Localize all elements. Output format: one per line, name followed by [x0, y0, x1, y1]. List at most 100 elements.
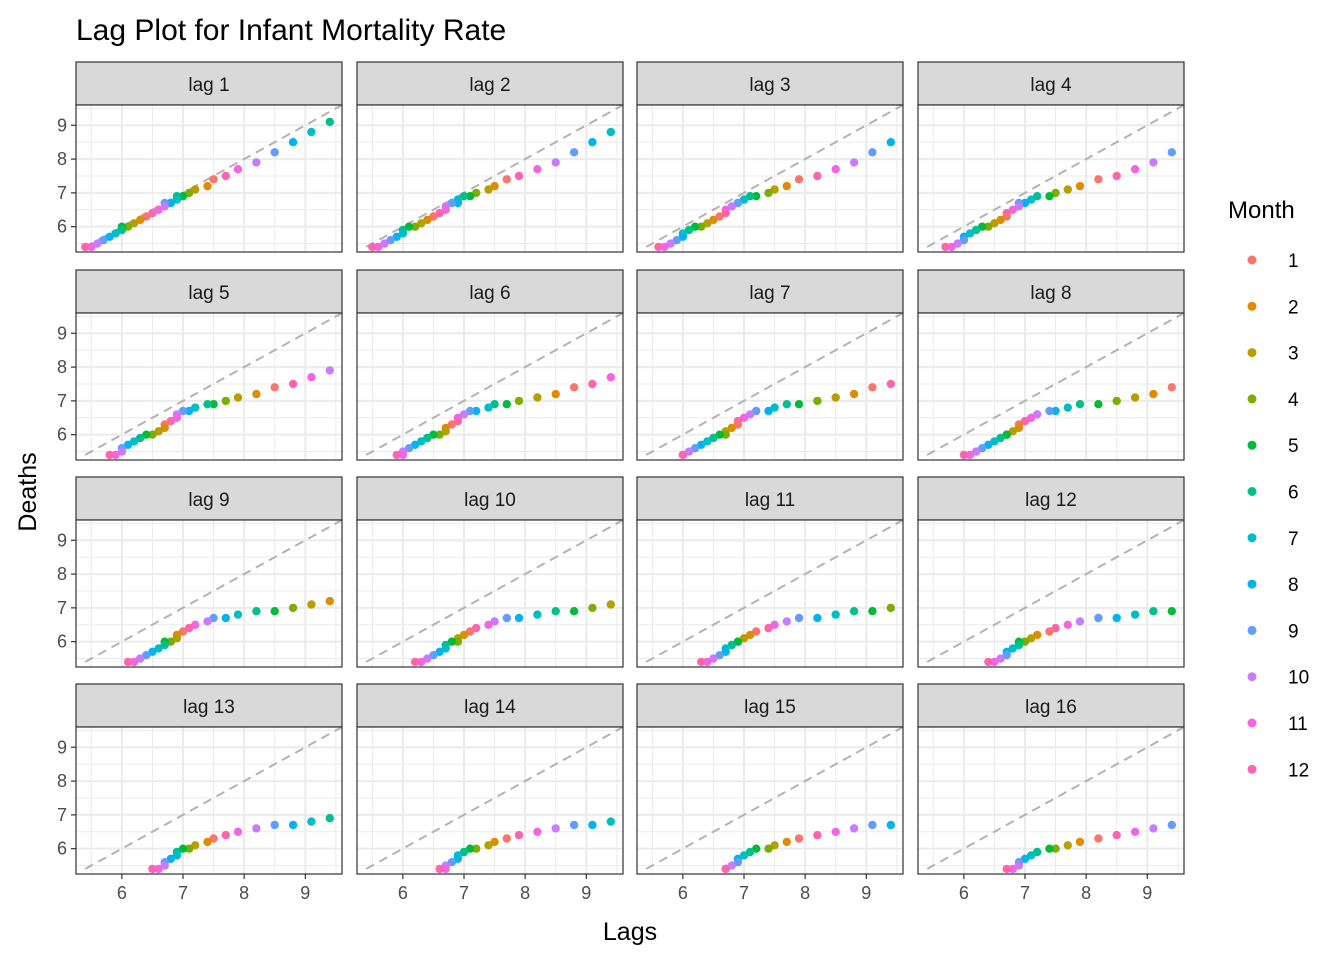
reference-line: [926, 726, 1185, 870]
data-point: [1033, 630, 1042, 640]
data-point: [697, 222, 706, 231]
data-point: [111, 229, 120, 238]
legend-key: [1247, 533, 1257, 543]
data-point: [745, 192, 755, 201]
data-point: [709, 215, 718, 225]
legend-label: 3: [1288, 344, 1299, 365]
data-point: [721, 430, 730, 439]
data-point: [996, 215, 1005, 225]
facet-strip: [75, 476, 343, 521]
data-point: [514, 396, 524, 406]
y-axis-title: Deaths: [14, 452, 42, 531]
x-tick-label: 9: [861, 883, 871, 903]
facet-strip-label: lag 9: [188, 490, 229, 511]
data-point: [472, 844, 481, 853]
data-point: [721, 208, 730, 218]
data-point: [184, 406, 194, 416]
data-point: [551, 607, 560, 616]
panel-border: [917, 312, 1185, 461]
facet-panel: lag 8: [917, 269, 1185, 461]
y-tick-label: 8: [57, 357, 67, 377]
data-point: [417, 657, 426, 667]
data-point: [533, 393, 542, 402]
data-point: [1167, 148, 1177, 157]
data-point: [209, 613, 218, 623]
data-point: [886, 603, 895, 613]
data-point: [435, 208, 444, 218]
data-point: [849, 389, 859, 399]
legend-key: [1247, 718, 1257, 728]
facet-strip-label: lag 16: [1025, 697, 1077, 718]
panel-border: [356, 312, 624, 461]
data-point: [233, 165, 243, 174]
data-point: [868, 820, 877, 830]
data-point: [1112, 830, 1121, 840]
facet-strip: [636, 683, 904, 728]
legend-label: 4: [1288, 390, 1299, 411]
legend-key: [1247, 301, 1257, 311]
data-point: [745, 410, 755, 419]
data-point: [794, 175, 804, 184]
data-point: [569, 148, 579, 157]
data-point: [752, 406, 761, 416]
data-point: [588, 138, 597, 147]
data-point: [209, 834, 218, 843]
data-point: [984, 657, 993, 667]
data-point: [129, 657, 139, 667]
x-tick-label: 9: [581, 883, 591, 903]
reference-line: [84, 519, 343, 663]
x-axis-title: Lags: [603, 918, 657, 946]
reference-line: [926, 312, 1185, 456]
data-point: [984, 440, 993, 449]
data-point: [221, 613, 230, 623]
data-point: [868, 148, 877, 157]
legend-key: [1247, 672, 1257, 682]
data-point: [782, 837, 791, 847]
data-point: [831, 610, 840, 619]
y-tick-label: 9: [57, 530, 67, 550]
data-point: [831, 393, 840, 402]
data-point: [606, 373, 615, 382]
data-point: [270, 820, 279, 830]
data-point: [813, 171, 822, 181]
data-point: [502, 834, 511, 843]
data-point: [178, 192, 188, 201]
facet-panel: lag 5 6 7 8 9: [57, 269, 343, 461]
data-point: [965, 229, 975, 238]
data-point: [484, 403, 493, 412]
y-tick-label: 6: [57, 632, 67, 652]
data-point: [221, 171, 230, 181]
data-point: [1020, 854, 1030, 863]
facet-panel: lag 1 6 7 8 9: [57, 61, 343, 253]
panel-border: [75, 312, 343, 461]
data-point: [307, 373, 316, 382]
data-point: [794, 400, 804, 409]
data-point: [490, 837, 499, 847]
legend-item: 4: [1247, 390, 1299, 411]
legend-label: 6: [1288, 483, 1299, 504]
y-tick-label: 8: [57, 149, 67, 169]
data-point: [154, 644, 163, 653]
data-point: [1008, 644, 1017, 653]
legend-key: [1247, 579, 1257, 589]
panel-border: [75, 519, 343, 668]
data-point: [398, 229, 408, 238]
facet-panel: lag 2: [356, 61, 624, 253]
data-point: [160, 640, 169, 650]
data-point: [782, 400, 791, 409]
data-point: [1045, 844, 1054, 853]
data-point: [203, 837, 212, 847]
data-point: [81, 242, 90, 252]
data-point: [886, 138, 895, 147]
data-point: [111, 450, 120, 460]
data-point: [770, 403, 779, 412]
reference-line: [645, 726, 904, 870]
legend-label: 9: [1288, 621, 1299, 642]
data-point: [959, 450, 969, 460]
data-point: [203, 181, 212, 191]
legend-label: 11: [1288, 714, 1308, 735]
panel-border: [356, 726, 624, 875]
data-point: [1033, 410, 1042, 419]
